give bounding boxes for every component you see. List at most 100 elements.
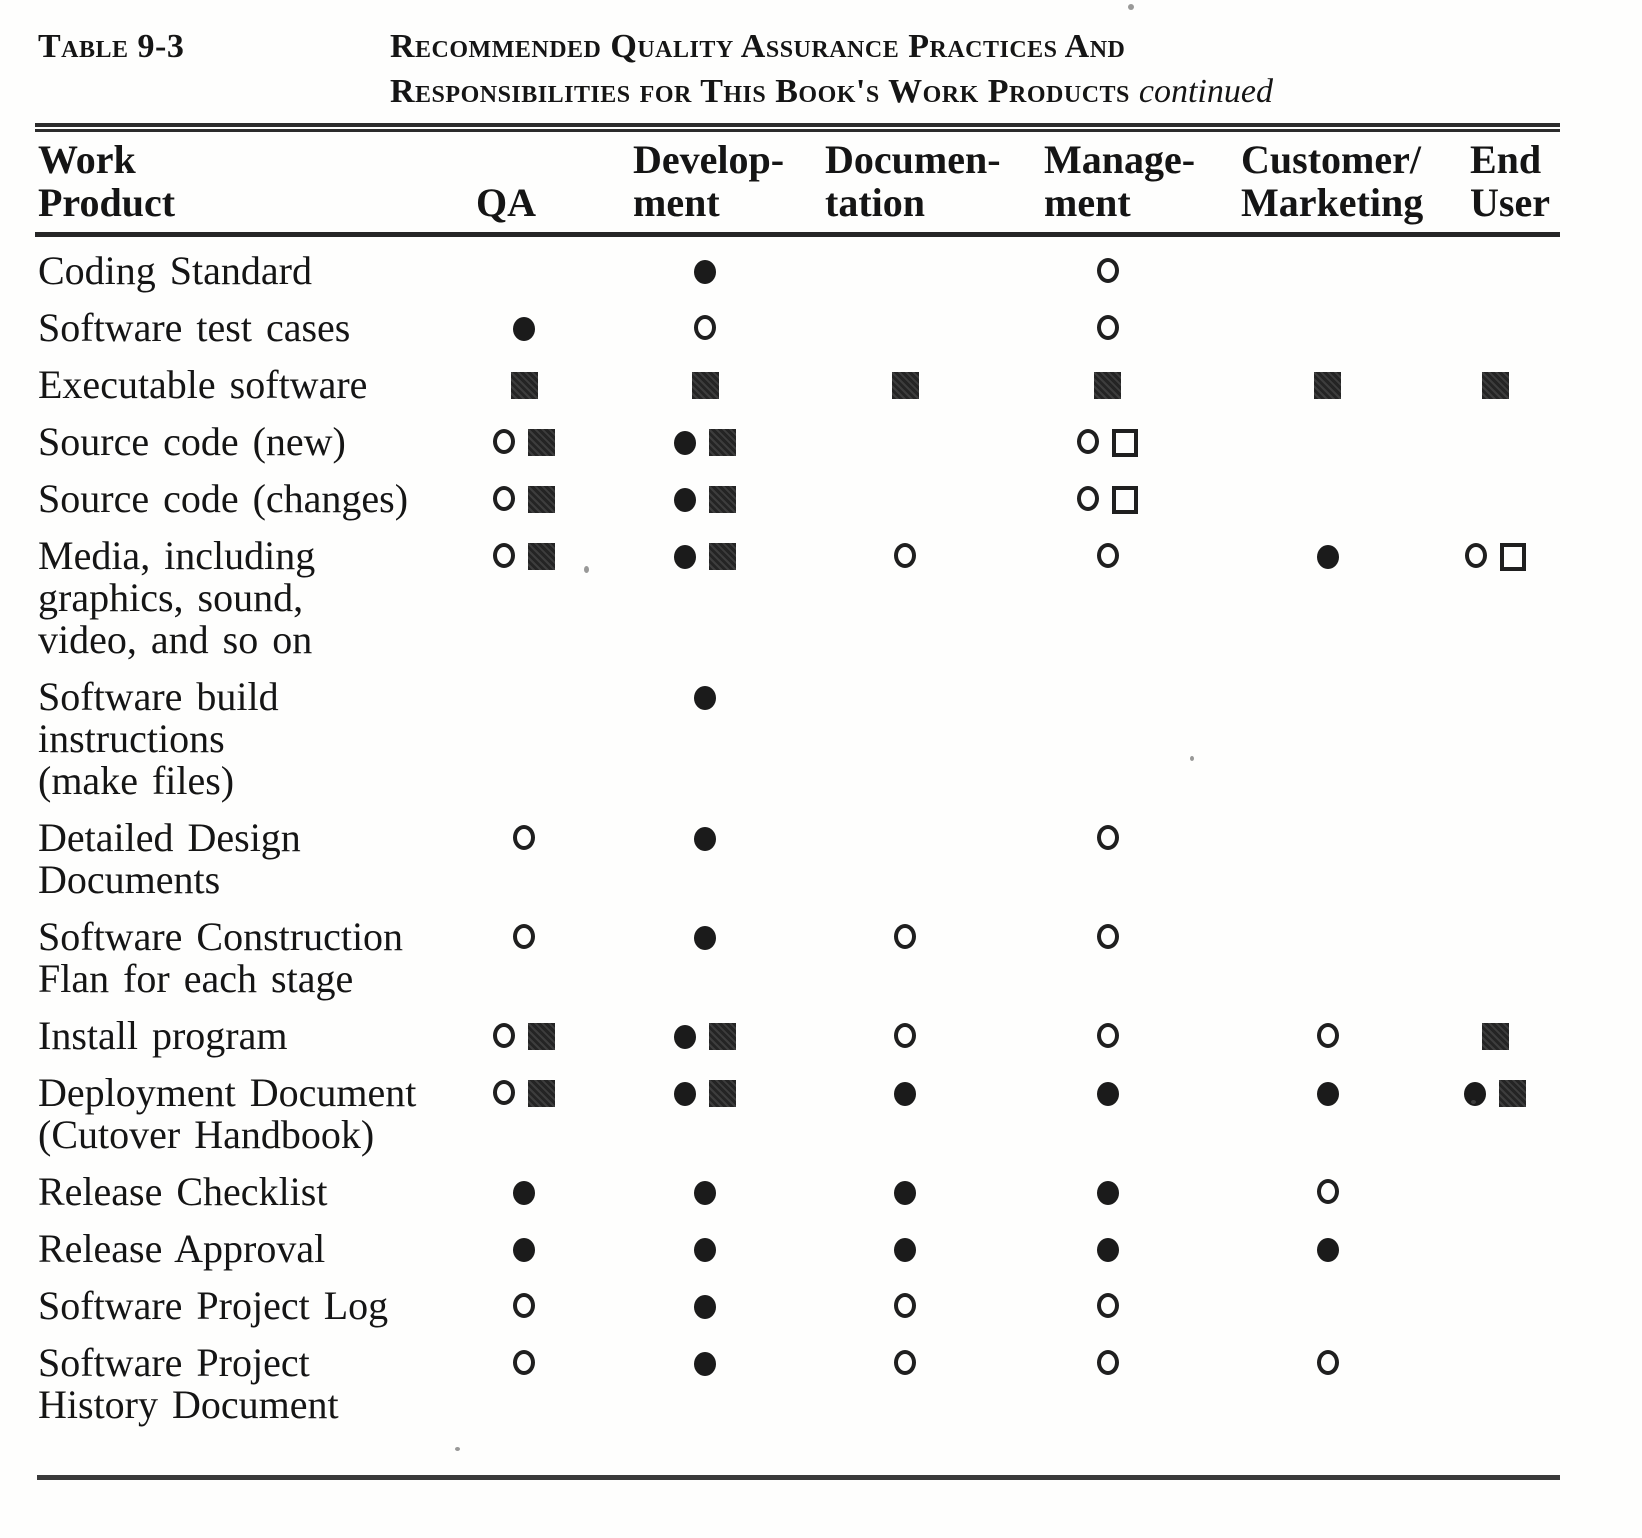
work-product-label: Software Project History Document <box>38 1342 458 1426</box>
label-line: Flan for each stage <box>38 956 354 1001</box>
cell-development <box>590 478 820 520</box>
cell-documentation <box>820 535 990 661</box>
cell-end-user <box>1430 676 1560 802</box>
label-line: Deployment Document <box>38 1070 417 1115</box>
open-circle-symbol <box>1096 1293 1119 1318</box>
continued-note: continued <box>1138 73 1273 110</box>
cell-development <box>590 1342 820 1426</box>
cell-qa <box>458 916 590 1000</box>
cell-end-user <box>1430 535 1560 661</box>
table-row: Software Project History Document <box>0 1342 1642 1426</box>
filled-circle-symbol <box>513 317 535 341</box>
open-circle-symbol <box>1096 543 1119 568</box>
work-product-label: Software build instructions (make files) <box>38 676 458 802</box>
filled-circle-symbol <box>674 431 696 455</box>
cell-end-user <box>1430 307 1560 349</box>
cell-management <box>990 307 1225 349</box>
filled-circle-symbol <box>694 260 716 284</box>
filled-circle-symbol <box>694 1181 716 1205</box>
cell-qa <box>458 1228 590 1270</box>
cell-customer-marketing <box>1225 1228 1430 1270</box>
cell-documentation <box>820 916 990 1000</box>
cell-end-user <box>1430 364 1560 406</box>
filled-circle-symbol <box>694 827 716 851</box>
cell-management <box>990 916 1225 1000</box>
cell-qa <box>458 478 590 520</box>
filled-circle-symbol <box>694 686 716 710</box>
filled-square-symbol <box>709 543 736 570</box>
cell-qa <box>458 1072 590 1156</box>
cell-development <box>590 916 820 1000</box>
table-row: Software test cases <box>0 307 1642 349</box>
cell-documentation <box>820 1072 990 1156</box>
scan-speck <box>1128 4 1134 10</box>
cell-customer-marketing <box>1225 817 1430 901</box>
cell-development <box>590 1285 820 1327</box>
open-circle-symbol <box>1096 924 1119 949</box>
cell-end-user <box>1430 916 1560 1000</box>
filled-circle-symbol <box>894 1181 916 1205</box>
cell-development <box>590 307 820 349</box>
cell-development <box>590 1072 820 1156</box>
cell-development <box>590 817 820 901</box>
open-circle-symbol <box>1096 258 1119 283</box>
open-circle-symbol <box>493 486 515 511</box>
label-line: Software build <box>38 674 279 719</box>
filled-square-symbol <box>709 429 736 456</box>
filled-square-symbol <box>709 486 736 513</box>
cell-customer-marketing <box>1225 307 1430 349</box>
cell-development <box>590 535 820 661</box>
filled-square-symbol <box>528 1080 555 1107</box>
label-line: Install program <box>38 1013 288 1058</box>
cell-qa <box>458 1171 590 1213</box>
label-line: video, and so on <box>38 617 313 662</box>
cell-documentation <box>820 307 990 349</box>
label-line: (Cutover Handbook) <box>38 1112 375 1157</box>
filled-circle-symbol <box>513 1238 535 1262</box>
work-product-label: Source code (new) <box>38 421 458 463</box>
open-circle-symbol <box>1316 1350 1339 1375</box>
cell-end-user <box>1430 250 1560 292</box>
cell-qa <box>458 1342 590 1426</box>
cell-management <box>990 478 1225 520</box>
cell-customer-marketing <box>1225 250 1430 292</box>
open-circle-symbol <box>1096 825 1119 850</box>
open-circle-symbol <box>1096 1350 1119 1375</box>
cell-end-user <box>1430 478 1560 520</box>
cell-management <box>990 1171 1225 1213</box>
work-product-label: Deployment Document (Cutover Handbook) <box>38 1072 458 1156</box>
label-line: Source code (changes) <box>38 476 409 521</box>
cell-customer-marketing <box>1225 478 1430 520</box>
filled-square-symbol <box>891 372 919 399</box>
cell-qa <box>458 1015 590 1057</box>
bottom-rule <box>37 1475 1560 1480</box>
scan-speck <box>455 1447 460 1451</box>
filled-circle-symbol <box>1316 1082 1339 1106</box>
header-development: Develop- ment <box>633 137 785 225</box>
open-circle-symbol <box>894 1023 916 1048</box>
work-product-label: Executable software <box>38 364 458 406</box>
cell-development <box>590 676 820 802</box>
filled-square-symbol <box>528 543 555 570</box>
cell-documentation <box>820 1015 990 1057</box>
open-circle-symbol <box>1077 429 1099 454</box>
work-product-label: Release Checklist <box>38 1171 458 1213</box>
cell-qa <box>458 817 590 901</box>
label-line: Coding Standard <box>38 248 312 293</box>
filled-square-symbol <box>1481 372 1509 399</box>
open-circle-symbol <box>894 543 916 568</box>
cell-customer-marketing <box>1225 1285 1430 1327</box>
filled-square-symbol <box>528 486 555 513</box>
cell-development <box>590 364 820 406</box>
open-circle-symbol <box>513 825 535 850</box>
cell-customer-marketing <box>1225 421 1430 463</box>
table-row: Detailed Design Documents <box>0 817 1642 901</box>
scan-speck <box>1471 1100 1476 1104</box>
filled-square-symbol <box>709 1080 736 1107</box>
top-rule <box>35 123 1560 132</box>
table-header-row: Work Product QA Develop- ment Documen- t… <box>0 138 1642 224</box>
cell-development <box>590 1228 820 1270</box>
cell-qa <box>458 307 590 349</box>
filled-square-symbol <box>691 372 719 399</box>
